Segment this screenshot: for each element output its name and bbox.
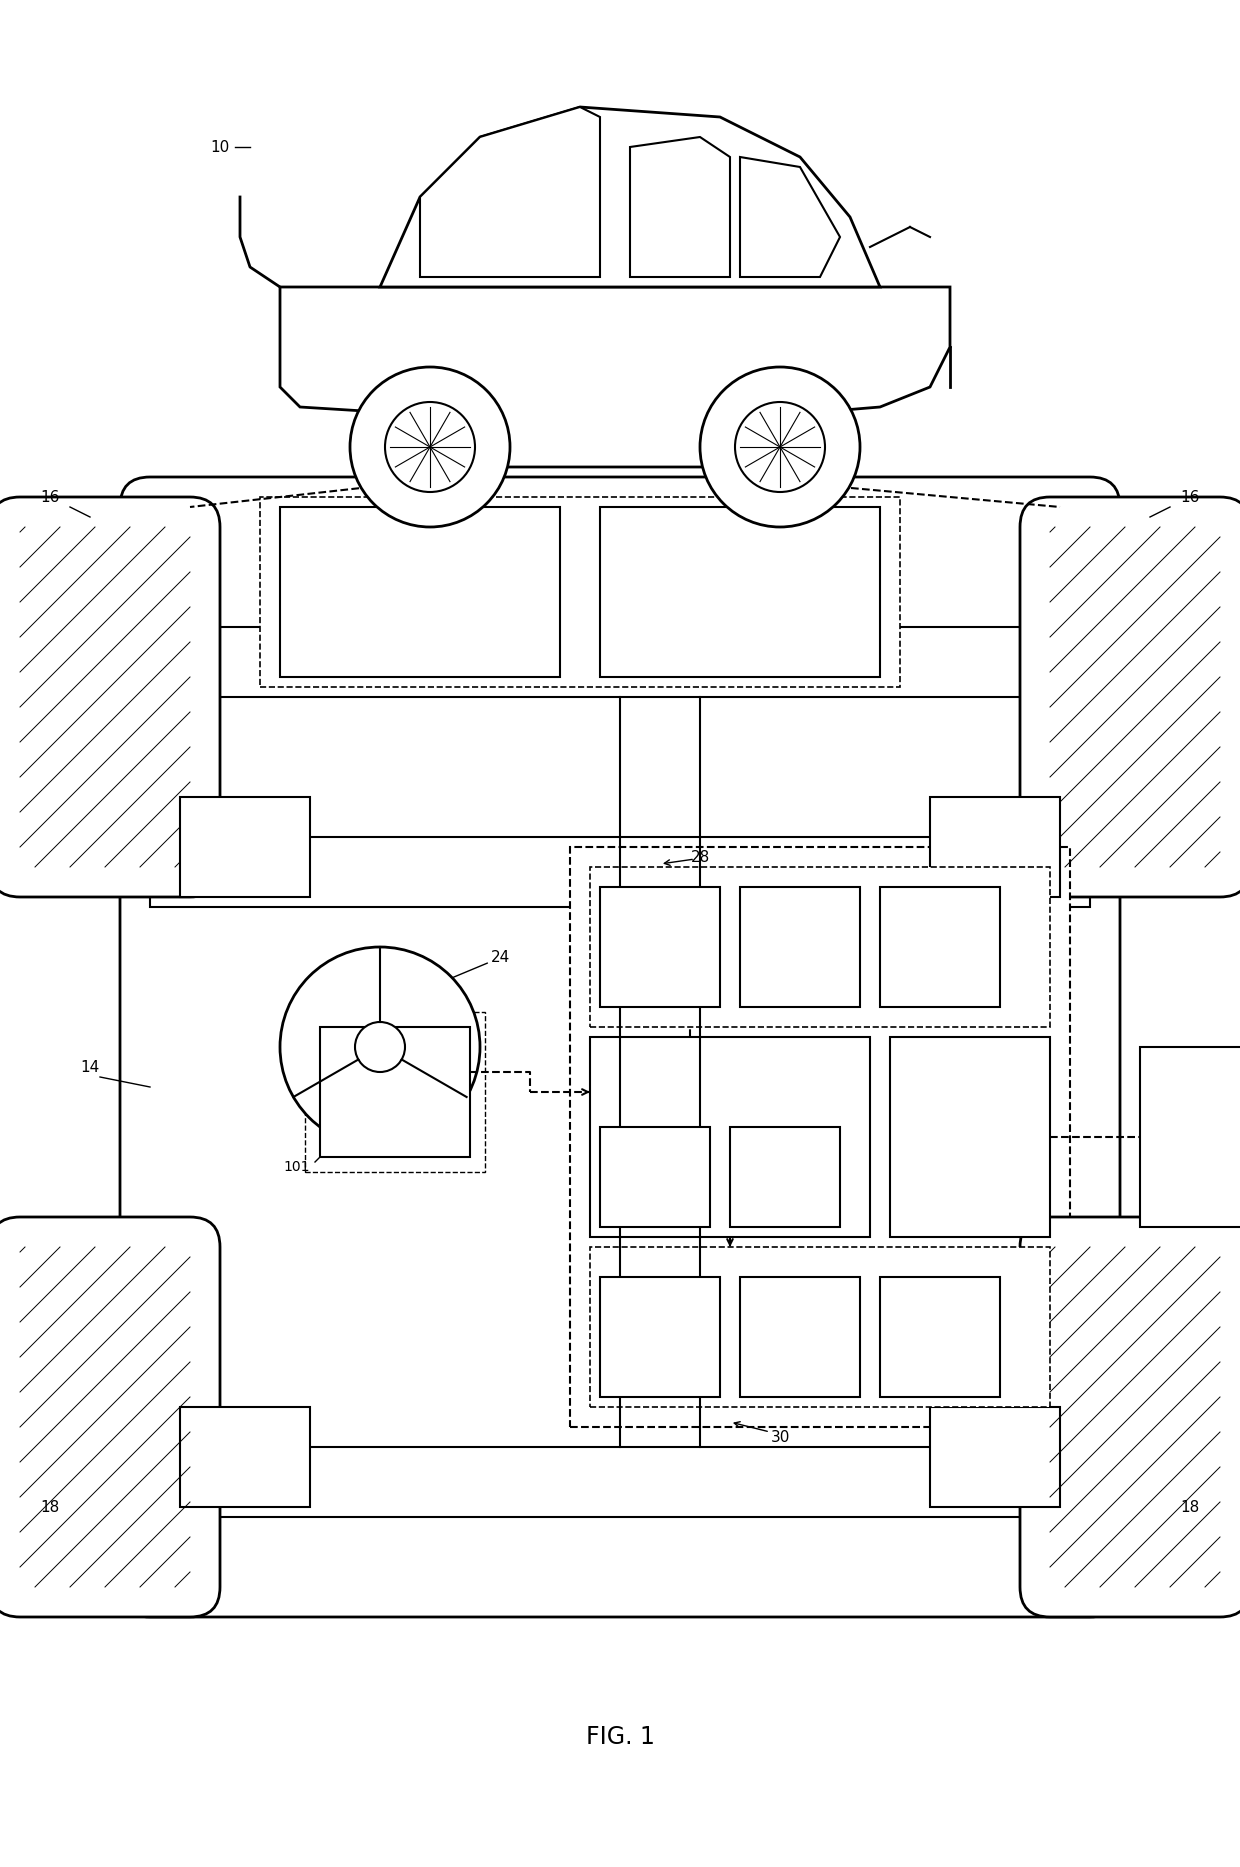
Bar — [150, 836, 1090, 907]
Text: 42n: 42n — [925, 1329, 955, 1344]
Text: 30: 30 — [770, 1430, 790, 1445]
Text: FIG. 1: FIG. 1 — [585, 1725, 655, 1749]
Text: 32: 32 — [384, 1083, 405, 1102]
Bar — [600, 887, 720, 1006]
Text: 24: 24 — [490, 950, 510, 965]
Bar — [150, 1447, 1090, 1518]
Text: 26: 26 — [986, 1449, 1004, 1464]
Bar — [590, 866, 1050, 1027]
Text: 48: 48 — [1199, 1128, 1220, 1146]
FancyBboxPatch shape — [0, 1217, 219, 1617]
FancyBboxPatch shape — [0, 497, 219, 896]
Text: 42a: 42a — [646, 1329, 675, 1344]
Polygon shape — [630, 136, 730, 276]
Bar — [590, 1036, 870, 1238]
Text: 18: 18 — [1180, 1499, 1199, 1514]
Circle shape — [735, 401, 825, 493]
Bar — [260, 497, 900, 687]
Circle shape — [355, 1021, 405, 1072]
Bar — [600, 508, 880, 678]
Circle shape — [350, 368, 510, 526]
Circle shape — [280, 947, 480, 1146]
FancyBboxPatch shape — [1021, 1217, 1240, 1617]
Circle shape — [384, 401, 475, 493]
Bar — [150, 627, 1090, 696]
Text: 40n: 40n — [925, 939, 955, 954]
Text: 28: 28 — [691, 849, 709, 864]
Text: 16: 16 — [1180, 489, 1199, 504]
Bar — [650, 332, 701, 347]
Polygon shape — [379, 106, 880, 288]
Text: 22: 22 — [729, 583, 751, 601]
Bar — [890, 1036, 1050, 1238]
Text: 34: 34 — [680, 1068, 701, 1087]
Text: 40a: 40a — [646, 939, 675, 954]
Bar — [590, 1247, 1050, 1408]
Bar — [520, 332, 570, 347]
Text: 26: 26 — [236, 1449, 254, 1464]
Text: 26: 26 — [986, 840, 1004, 855]
FancyBboxPatch shape — [1021, 497, 1240, 896]
Text: 36: 36 — [960, 1128, 981, 1146]
Bar — [930, 1408, 1060, 1507]
Bar — [280, 508, 560, 678]
Bar — [1140, 1047, 1240, 1227]
Text: 40b: 40b — [785, 939, 815, 954]
Bar — [740, 1277, 861, 1397]
Polygon shape — [740, 157, 839, 276]
Text: 14: 14 — [81, 1059, 100, 1075]
Circle shape — [701, 368, 861, 526]
Text: 101: 101 — [284, 1159, 310, 1174]
Bar — [305, 1012, 485, 1172]
Bar — [600, 1128, 711, 1227]
Text: 10: 10 — [211, 140, 229, 155]
Bar — [600, 1277, 720, 1397]
Polygon shape — [420, 106, 600, 276]
Bar — [730, 1128, 839, 1227]
Bar — [740, 887, 861, 1006]
Bar — [880, 887, 999, 1006]
FancyBboxPatch shape — [120, 476, 1120, 1617]
Text: 16: 16 — [41, 489, 60, 504]
Bar — [320, 1027, 470, 1158]
Polygon shape — [280, 288, 950, 467]
Text: 46: 46 — [775, 1169, 795, 1184]
Bar — [180, 797, 310, 896]
Bar — [180, 1408, 310, 1507]
Bar — [570, 848, 1070, 1426]
Text: 100: 100 — [1149, 530, 1179, 545]
Text: 18: 18 — [41, 1499, 60, 1514]
Text: 44: 44 — [645, 1169, 665, 1184]
Bar — [930, 797, 1060, 896]
Bar — [880, 1277, 999, 1397]
Text: 26: 26 — [236, 840, 254, 855]
Text: 42b: 42b — [785, 1329, 815, 1344]
Text: 20: 20 — [409, 583, 432, 601]
